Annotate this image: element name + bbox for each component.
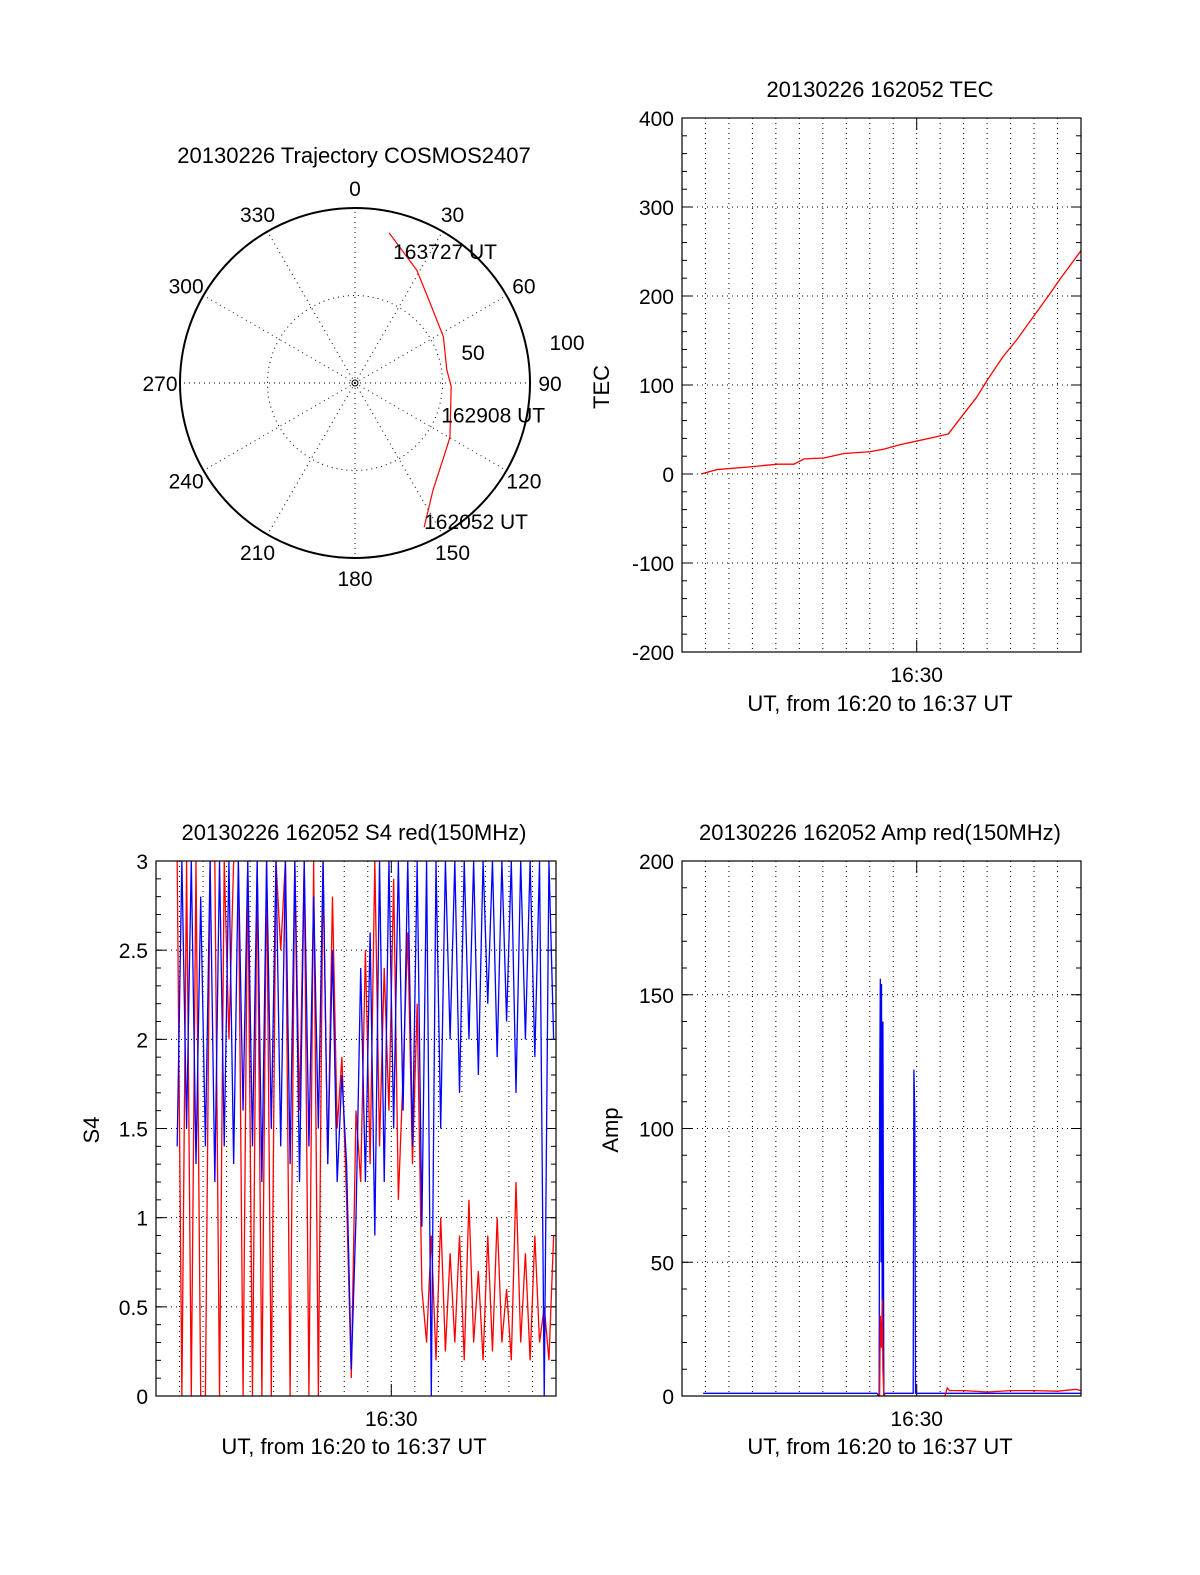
s4-xtick-label: 16:30 [365, 1408, 418, 1431]
amp-xlabel: UT, from 16:20 to 16:37 UT [747, 1434, 1012, 1459]
polar-angle-label: 210 [240, 542, 275, 565]
s4-ytick-label: 2.5 [119, 940, 148, 963]
polar-outer-ring [179, 207, 531, 559]
tec-ytick-label: 100 [639, 375, 674, 398]
s4-ytick-label: 1.5 [119, 1119, 148, 1142]
amp-ytick-label: 0 [662, 1386, 674, 1409]
amp-ytick-label: 200 [639, 851, 674, 874]
amp-series-red [878, 1299, 1081, 1396]
tec-plot: 20130226 162052 TEC UT, from 16:20 to 16… [589, 77, 1082, 716]
s4-series-blue [176, 861, 555, 1396]
s4-ytick-label: 1 [136, 1208, 148, 1231]
tec-title: 20130226 162052 TEC [766, 77, 993, 102]
tec-ytick-label: -100 [632, 553, 674, 576]
polar-angle-label: 90 [538, 373, 561, 396]
s4-plot-frame [155, 860, 557, 1397]
s4-ytick-label: 3 [136, 851, 148, 874]
polar-angle-label: 240 [169, 471, 204, 494]
s4-ytick-label: 0.5 [119, 1297, 148, 1320]
polar-angle-label: 30 [441, 204, 464, 227]
polar-angle-label: 180 [337, 568, 372, 591]
trajectory-line [388, 232, 452, 528]
polar-radial-label: 50 [461, 342, 484, 365]
amp-ylabel: Amp [598, 1107, 623, 1152]
trajectory-time-label: 162908 UT [441, 404, 545, 427]
tec-series-tec [700, 250, 1081, 475]
tec-xlabel: UT, from 16:20 to 16:37 UT [747, 691, 1012, 716]
amp-ytick-label: 50 [651, 1252, 674, 1275]
s4-series-red [176, 861, 555, 1396]
amp-title: 20130226 162052 Amp red(150MHz) [699, 820, 1061, 845]
s4-ylabel: S4 [79, 1117, 104, 1144]
polar-trajectory-plot: 20130226 Trajectory COSMOS2407 0 30 60 90 12… [142, 143, 584, 591]
polar-title: 20130226 Trajectory COSMOS2407 [177, 143, 530, 168]
polar-spoke [354, 382, 507, 471]
tec-ytick-label: 200 [639, 286, 674, 309]
polar-spoke [203, 382, 356, 471]
polar-angle-label: 150 [435, 542, 470, 565]
polar-spoke [354, 231, 443, 384]
tec-plot-frame [681, 117, 1082, 653]
s4-title: 20130226 162052 S4 red(150MHz) [182, 820, 527, 845]
amp-ytick-label: 100 [639, 1119, 674, 1142]
s4-ytick-label: 2 [136, 1029, 148, 1052]
tec-ytick-label: 300 [639, 197, 674, 220]
tec-ytick-label: -200 [632, 642, 674, 665]
amp-plot-frame [681, 860, 1082, 1397]
tec-ytick-label: 400 [639, 108, 674, 131]
amp-ytick-label: 150 [639, 985, 674, 1008]
polar-angle-label: 270 [142, 373, 177, 396]
polar-center [351, 379, 359, 387]
polar-angle-label: 0 [349, 178, 361, 201]
amp-xtick-label: 16:30 [890, 1408, 943, 1431]
s4-ytick-label: 0 [136, 1386, 148, 1409]
polar-spoke [267, 231, 356, 384]
tec-ylabel: TEC [589, 365, 614, 409]
polar-angle-label: 60 [512, 276, 535, 299]
s4-xlabel: UT, from 16:20 to 16:37 UT [221, 1434, 486, 1459]
tec-xtick-label: 16:30 [890, 664, 943, 687]
trajectory-time-label: 162052 UT [424, 511, 528, 534]
amp-series-blue [703, 978, 1081, 1396]
polar-spoke [203, 295, 356, 384]
polar-spoke [354, 295, 507, 384]
polar-angle-label: 330 [240, 204, 275, 227]
s4-plot: 20130226 162052 S4 red(150MHz) UT, from … [79, 820, 557, 1459]
polar-ring-50 [267, 295, 443, 471]
amp-plot: 20130226 162052 Amp red(150MHz) UT, from… [598, 820, 1082, 1459]
tec-ytick-label: 0 [662, 464, 674, 487]
polar-angle-label: 120 [506, 471, 541, 494]
trajectory-time-label: 163727 UT [393, 241, 497, 264]
polar-spoke [267, 382, 356, 535]
polar-angle-label: 300 [169, 276, 204, 299]
polar-radial-label: 100 [549, 332, 584, 355]
